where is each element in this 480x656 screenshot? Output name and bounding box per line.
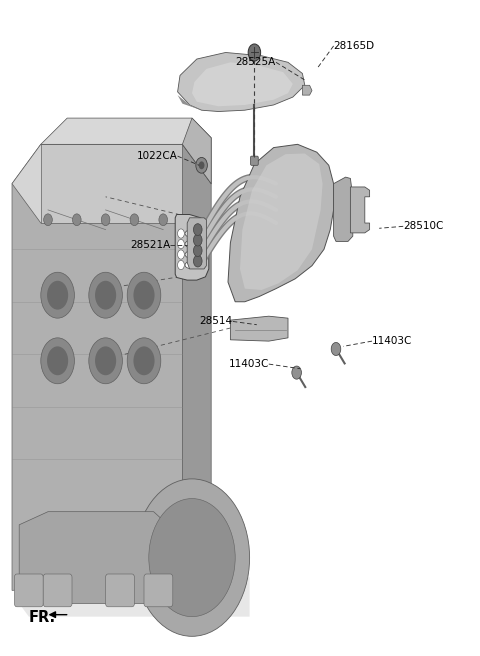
Circle shape bbox=[127, 338, 161, 384]
Circle shape bbox=[95, 281, 116, 310]
Polygon shape bbox=[192, 62, 293, 106]
Ellipse shape bbox=[185, 230, 197, 237]
Circle shape bbox=[193, 245, 202, 256]
Circle shape bbox=[331, 342, 341, 356]
Polygon shape bbox=[334, 177, 353, 241]
Polygon shape bbox=[19, 577, 250, 617]
Circle shape bbox=[41, 272, 74, 318]
Circle shape bbox=[178, 229, 184, 238]
Polygon shape bbox=[19, 512, 182, 604]
Circle shape bbox=[196, 157, 207, 173]
Polygon shape bbox=[240, 154, 323, 290]
Polygon shape bbox=[230, 316, 288, 341]
Polygon shape bbox=[175, 215, 209, 280]
FancyBboxPatch shape bbox=[251, 156, 258, 165]
Circle shape bbox=[130, 214, 139, 226]
Circle shape bbox=[248, 44, 261, 61]
Circle shape bbox=[47, 281, 68, 310]
Polygon shape bbox=[178, 52, 305, 112]
Circle shape bbox=[133, 281, 155, 310]
Polygon shape bbox=[228, 144, 334, 302]
Text: 28514: 28514 bbox=[200, 316, 233, 327]
Text: 28165D: 28165D bbox=[334, 41, 375, 51]
Circle shape bbox=[193, 224, 202, 236]
Text: 11403C: 11403C bbox=[228, 359, 269, 369]
Text: FR.: FR. bbox=[29, 611, 56, 625]
Circle shape bbox=[292, 366, 301, 379]
Circle shape bbox=[44, 214, 52, 226]
Polygon shape bbox=[41, 144, 182, 223]
Ellipse shape bbox=[185, 261, 197, 269]
Circle shape bbox=[134, 479, 250, 636]
Polygon shape bbox=[302, 85, 312, 95]
Circle shape bbox=[199, 161, 204, 169]
Text: 28510C: 28510C bbox=[403, 221, 444, 232]
Polygon shape bbox=[41, 118, 211, 184]
Polygon shape bbox=[12, 144, 211, 223]
Circle shape bbox=[178, 239, 184, 249]
Polygon shape bbox=[350, 187, 370, 233]
Circle shape bbox=[193, 255, 202, 267]
Circle shape bbox=[178, 250, 184, 259]
Text: 11403C: 11403C bbox=[372, 336, 412, 346]
FancyBboxPatch shape bbox=[106, 574, 134, 607]
Circle shape bbox=[159, 214, 168, 226]
Circle shape bbox=[89, 338, 122, 384]
Polygon shape bbox=[187, 218, 206, 269]
Ellipse shape bbox=[185, 251, 197, 258]
FancyBboxPatch shape bbox=[144, 574, 173, 607]
Ellipse shape bbox=[185, 240, 197, 247]
Circle shape bbox=[95, 346, 116, 375]
Text: 28525A: 28525A bbox=[236, 57, 276, 68]
Polygon shape bbox=[178, 95, 202, 110]
Circle shape bbox=[127, 272, 161, 318]
FancyBboxPatch shape bbox=[43, 574, 72, 607]
Polygon shape bbox=[182, 144, 211, 577]
FancyBboxPatch shape bbox=[14, 574, 43, 607]
Circle shape bbox=[47, 346, 68, 375]
Circle shape bbox=[41, 338, 74, 384]
Circle shape bbox=[101, 214, 110, 226]
Text: 28521A: 28521A bbox=[130, 239, 170, 250]
Circle shape bbox=[178, 260, 184, 270]
Polygon shape bbox=[182, 118, 211, 184]
Circle shape bbox=[193, 234, 202, 246]
Circle shape bbox=[133, 346, 155, 375]
Text: 1022CA: 1022CA bbox=[137, 151, 178, 161]
Circle shape bbox=[149, 499, 235, 617]
Polygon shape bbox=[12, 144, 182, 590]
Circle shape bbox=[72, 214, 81, 226]
Circle shape bbox=[89, 272, 122, 318]
